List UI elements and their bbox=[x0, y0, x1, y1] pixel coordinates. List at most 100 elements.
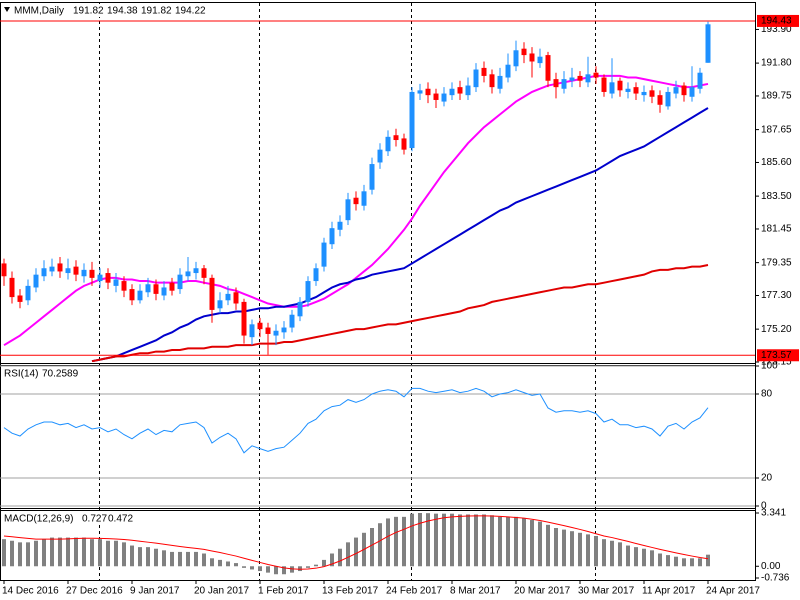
macd-bar bbox=[10, 540, 14, 567]
candle-body bbox=[657, 95, 663, 105]
macd-bar bbox=[218, 559, 222, 567]
candle-body bbox=[49, 266, 55, 272]
y-tick-label: 173.15 bbox=[761, 357, 792, 368]
macd-bar bbox=[194, 551, 198, 567]
x-tick-label: 13 Feb 2017 bbox=[322, 586, 379, 597]
macd-bar bbox=[522, 518, 526, 567]
candle-body bbox=[321, 242, 327, 267]
candle-body bbox=[137, 290, 143, 301]
macd-bar bbox=[530, 520, 534, 567]
macd-bar bbox=[138, 547, 142, 567]
plot-area bbox=[1, 21, 711, 362]
candle-body bbox=[617, 80, 623, 91]
candle-body bbox=[457, 87, 463, 94]
candle-body bbox=[201, 268, 207, 278]
macd-bar bbox=[418, 513, 422, 567]
candle-body bbox=[145, 284, 151, 293]
candle-body bbox=[377, 149, 383, 163]
macd-bar bbox=[106, 540, 110, 567]
macd-bar bbox=[506, 516, 510, 567]
candle-body bbox=[161, 287, 167, 296]
macd-bar bbox=[178, 551, 182, 567]
y-tick-label: 183.50 bbox=[761, 191, 792, 202]
candle-body bbox=[633, 87, 639, 94]
x-tick-label: 20 Mar 2017 bbox=[514, 586, 571, 597]
macd-bar bbox=[330, 553, 334, 567]
macd-bar bbox=[82, 537, 86, 567]
candle-body bbox=[369, 164, 375, 190]
ohlc-open: 191.82 bbox=[73, 6, 104, 17]
price-label-box bbox=[757, 349, 799, 362]
candle-body bbox=[513, 50, 519, 67]
macd-bar bbox=[66, 537, 70, 567]
candle-body bbox=[529, 53, 535, 62]
macd-bar bbox=[570, 531, 574, 567]
candle-body bbox=[217, 300, 223, 309]
macd-bar bbox=[674, 556, 678, 567]
candle-body bbox=[505, 64, 511, 78]
candle-body bbox=[449, 88, 455, 96]
candle-body bbox=[545, 55, 551, 81]
macd-bar bbox=[514, 516, 518, 567]
candle-body bbox=[649, 90, 655, 97]
macd-bar bbox=[42, 539, 46, 567]
macd-bar bbox=[130, 545, 134, 567]
macd-bar bbox=[410, 513, 414, 567]
macd-bar bbox=[154, 548, 158, 567]
macd-bar bbox=[370, 528, 374, 567]
candle-body bbox=[105, 273, 111, 283]
macd-bar bbox=[242, 566, 246, 568]
macd-bar bbox=[98, 539, 102, 567]
macd-bar bbox=[290, 566, 294, 573]
macd-bar bbox=[706, 554, 710, 567]
candle-body bbox=[337, 221, 343, 230]
header-bg bbox=[2, 367, 78, 380]
candle-body bbox=[257, 322, 263, 330]
plot-area bbox=[3, 387, 709, 454]
y-tick-label: 20 bbox=[761, 473, 773, 484]
macd-bar bbox=[562, 529, 566, 567]
ohlc-high: 194.38 bbox=[107, 6, 138, 17]
candle-body bbox=[73, 266, 79, 275]
candle-body bbox=[665, 91, 671, 107]
candle-body bbox=[361, 191, 367, 206]
macd-bar bbox=[34, 540, 38, 567]
macd-bar bbox=[442, 513, 446, 567]
y-tick-label: 193.90 bbox=[761, 24, 792, 35]
candle-body bbox=[97, 274, 103, 282]
candle-body bbox=[9, 277, 15, 298]
candle-body bbox=[393, 135, 399, 141]
macd-bar bbox=[274, 566, 278, 575]
x-tick-label: 24 Feb 2017 bbox=[386, 586, 443, 597]
macd-bar bbox=[666, 555, 670, 567]
macd-bar bbox=[266, 566, 270, 573]
macd-bar bbox=[146, 547, 150, 567]
header-bg bbox=[2, 512, 140, 525]
candle-body bbox=[401, 138, 407, 150]
macd-bar bbox=[186, 551, 190, 567]
rsi-value: 70.2589 bbox=[42, 369, 79, 380]
candle-body bbox=[705, 24, 711, 63]
price-label-box bbox=[757, 14, 799, 27]
candle-body bbox=[129, 289, 135, 301]
candle-body bbox=[265, 327, 271, 334]
macd-value: 0.727 bbox=[82, 514, 107, 525]
y-tick-label: 187.65 bbox=[761, 124, 792, 135]
candle-body bbox=[537, 56, 543, 64]
macd-bar bbox=[18, 542, 22, 567]
macd-bar bbox=[482, 514, 486, 567]
macd-bar bbox=[26, 542, 30, 567]
candle-body bbox=[305, 281, 311, 302]
x-tick-label: 24 Apr 2017 bbox=[706, 586, 760, 597]
macd-bar bbox=[498, 516, 502, 567]
y-tick-label: 0.00 bbox=[761, 561, 781, 572]
price-label: 173.57 bbox=[761, 350, 792, 361]
candle-body bbox=[65, 268, 71, 274]
candle-body bbox=[313, 268, 319, 282]
y-tick-label: 181.45 bbox=[761, 224, 792, 235]
y-tick-label: 0 bbox=[761, 501, 767, 512]
candle-body bbox=[641, 91, 647, 96]
candle-body bbox=[33, 274, 39, 288]
candle-body bbox=[289, 314, 295, 328]
candle-body bbox=[273, 330, 279, 336]
